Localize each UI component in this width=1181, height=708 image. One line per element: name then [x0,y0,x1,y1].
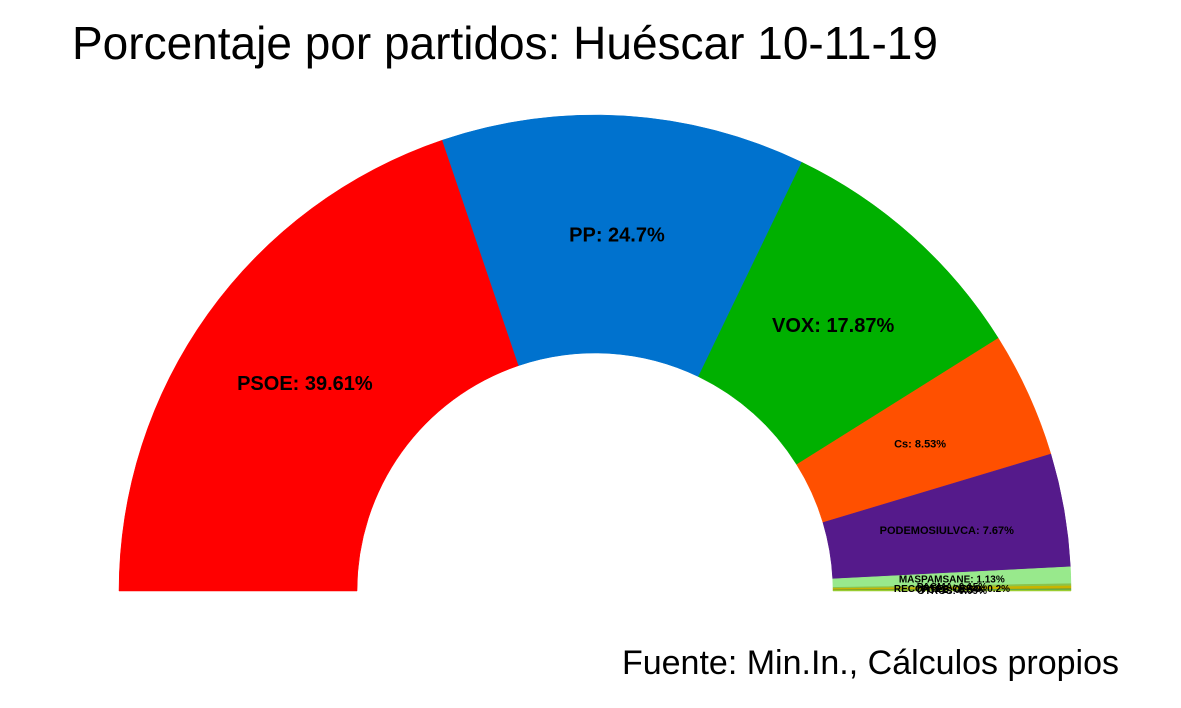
chart-title: Porcentaje por partidos: Huéscar 10-11-1… [72,17,938,69]
slice-label-otros: OTROS: 0.09% [917,586,987,597]
slices-group [118,114,1072,592]
slice-label-psoe: PSOE: 39.61% [237,373,373,395]
slice-label-cs: Cs: 8.53% [894,438,946,450]
slice-label-pp: PP: 24.7% [569,225,665,247]
slice-pp [442,114,803,377]
slice-label-maspamsane: MASPAMSANE: 1.13% [899,575,1005,586]
slice-vox [698,161,999,465]
slice-label-pcpe: PCPE: 0.05% [921,585,983,596]
slice-label-recortes-cero: RECORTES CERO: 0.2% [894,584,1010,595]
slice-label-podemosiulvca: PODEMOSIULVCA: 7.67% [880,525,1014,537]
slice-psoe [118,139,520,592]
slice-label-pacma: PACMA: 0.15% [917,582,987,593]
labels-group: PSOE: 39.61% PP: 24.7% VOX: 17.87% Cs: 8.53… [237,225,1014,597]
slice-label-vox: VOX: 17.87% [772,315,895,337]
slice-otros [832,589,1072,592]
source-note: Fuente: Min.In., Cálculos propios [621,644,1119,682]
